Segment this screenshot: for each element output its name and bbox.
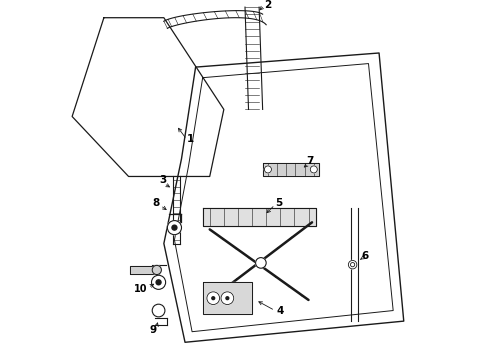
- Circle shape: [152, 265, 161, 275]
- Circle shape: [172, 225, 177, 230]
- Polygon shape: [203, 282, 252, 314]
- Circle shape: [221, 292, 234, 305]
- Circle shape: [151, 275, 166, 289]
- Circle shape: [152, 304, 165, 317]
- Circle shape: [350, 262, 355, 267]
- Text: 5: 5: [275, 198, 282, 208]
- Text: 9: 9: [150, 325, 157, 335]
- Circle shape: [168, 221, 181, 235]
- Text: 1: 1: [187, 134, 194, 144]
- Text: 2: 2: [264, 0, 271, 10]
- Polygon shape: [203, 208, 316, 226]
- Circle shape: [156, 280, 161, 285]
- Circle shape: [265, 166, 271, 173]
- Text: 10: 10: [134, 284, 147, 294]
- Text: 7: 7: [307, 156, 314, 166]
- Polygon shape: [263, 163, 319, 176]
- Circle shape: [310, 166, 318, 173]
- Polygon shape: [130, 266, 157, 274]
- Text: 4: 4: [276, 306, 284, 315]
- Text: 6: 6: [361, 251, 368, 261]
- Text: 8: 8: [152, 198, 160, 208]
- Circle shape: [207, 292, 220, 305]
- Circle shape: [212, 297, 215, 300]
- Circle shape: [348, 260, 357, 269]
- Text: 3: 3: [160, 175, 167, 185]
- Circle shape: [226, 297, 229, 300]
- Circle shape: [256, 258, 266, 268]
